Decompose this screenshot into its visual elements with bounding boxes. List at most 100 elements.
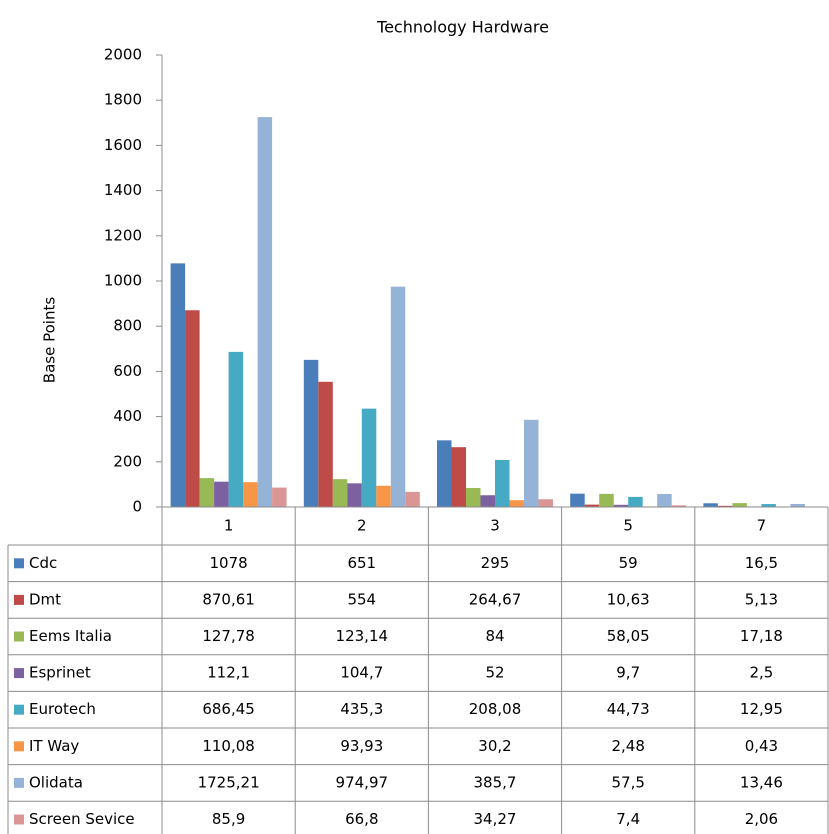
table-value: 651 (347, 554, 376, 572)
legend-label: Eems Italia (29, 627, 112, 645)
legend-swatch (14, 631, 24, 642)
table-value: 208,08 (469, 700, 522, 718)
bar (480, 495, 495, 507)
legend-label: Esprinet (29, 664, 91, 682)
table-value: 1078 (210, 554, 248, 572)
table-value: 264,67 (469, 590, 522, 608)
table-value: 16,5 (745, 554, 778, 572)
bar (361, 408, 377, 507)
table-value: 435,3 (340, 700, 383, 718)
chart-title: Technology Hardware (376, 18, 549, 37)
table-value: 385,7 (474, 773, 517, 791)
table-value: 110,08 (202, 737, 255, 755)
bar (214, 481, 229, 507)
bar (466, 488, 481, 507)
legend-label: IT Way (29, 737, 79, 755)
bar (790, 503, 805, 507)
bar (732, 503, 747, 507)
x-tick-label: 5 (623, 517, 633, 535)
y-tick-label: 800 (113, 317, 142, 335)
y-tick-label: 1400 (104, 181, 142, 199)
y-tick-label: 200 (113, 452, 142, 470)
table-value: 9,7 (616, 664, 640, 682)
bar (570, 493, 585, 507)
table-value: 12,95 (740, 700, 783, 718)
legend-label: Olidata (29, 773, 83, 791)
table-value: 85,9 (212, 810, 245, 828)
bar (671, 505, 687, 507)
bar (347, 483, 362, 507)
table-value: 58,05 (607, 627, 650, 645)
y-tick-label: 1800 (104, 91, 142, 109)
legend-label: Screen Sevice (29, 810, 135, 828)
legend-swatch (14, 704, 24, 715)
bar (228, 351, 244, 507)
bar (538, 499, 553, 507)
bar (628, 496, 643, 507)
table-value: 123,14 (336, 627, 389, 645)
bar (524, 419, 539, 507)
legend-label: Eurotech (29, 700, 96, 718)
table-value: 974,97 (336, 773, 389, 791)
table-value: 52 (485, 664, 504, 682)
table-value: 127,78 (202, 627, 255, 645)
table-value: 17,18 (740, 627, 783, 645)
bar (509, 500, 524, 507)
y-tick-label: 600 (113, 362, 142, 380)
table-value: 84 (485, 627, 504, 645)
table-value: 0,43 (745, 737, 778, 755)
bar (613, 504, 629, 507)
table-value: 10,63 (607, 590, 650, 608)
table-value: 112,1 (207, 664, 250, 682)
bar (170, 263, 186, 507)
bar (437, 440, 452, 507)
bar (376, 485, 391, 507)
bar (243, 482, 258, 507)
bar (199, 478, 215, 507)
y-tick-label: 1200 (104, 226, 142, 244)
table-value: 104,7 (340, 664, 383, 682)
table-value: 7,4 (616, 810, 640, 828)
y-tick-label: 0 (132, 498, 142, 516)
table-value: 30,2 (478, 737, 511, 755)
x-tick-label: 3 (490, 517, 500, 535)
legend-label: Dmt (29, 590, 61, 608)
bar (185, 310, 200, 507)
table-value: 870,61 (202, 590, 255, 608)
bar (405, 491, 420, 507)
bar (272, 487, 287, 507)
bar (390, 286, 406, 507)
bar (451, 447, 466, 507)
bar (703, 503, 718, 507)
y-tick-label: 2000 (104, 46, 142, 64)
table-value: 93,93 (340, 737, 383, 755)
x-tick-label: 1 (224, 517, 234, 535)
bar (717, 505, 733, 507)
legend-swatch (14, 741, 24, 752)
legend-swatch (14, 814, 24, 825)
bar (657, 494, 672, 507)
bar (761, 504, 776, 507)
table-value: 13,46 (740, 773, 783, 791)
table-value: 2,06 (745, 810, 778, 828)
legend-swatch (14, 668, 24, 679)
bar (584, 504, 600, 507)
bar (332, 479, 348, 507)
table-value: 66,8 (345, 810, 378, 828)
table-value: 57,5 (611, 773, 644, 791)
legend-swatch (14, 777, 24, 788)
y-tick-label: 1000 (104, 272, 142, 290)
legend-label: Cdc (29, 554, 57, 572)
table-value: 44,73 (607, 700, 650, 718)
y-tick-label: 400 (113, 407, 142, 425)
table-value: 2,5 (749, 664, 773, 682)
table-value: 554 (347, 590, 376, 608)
y-axis-label: Base Points (41, 297, 59, 384)
table-value: 5,13 (745, 590, 778, 608)
table-value: 2,48 (611, 737, 644, 755)
bar (303, 359, 319, 507)
x-tick-label: 2 (357, 517, 367, 535)
bar (318, 381, 333, 507)
table-value: 59 (619, 554, 638, 572)
